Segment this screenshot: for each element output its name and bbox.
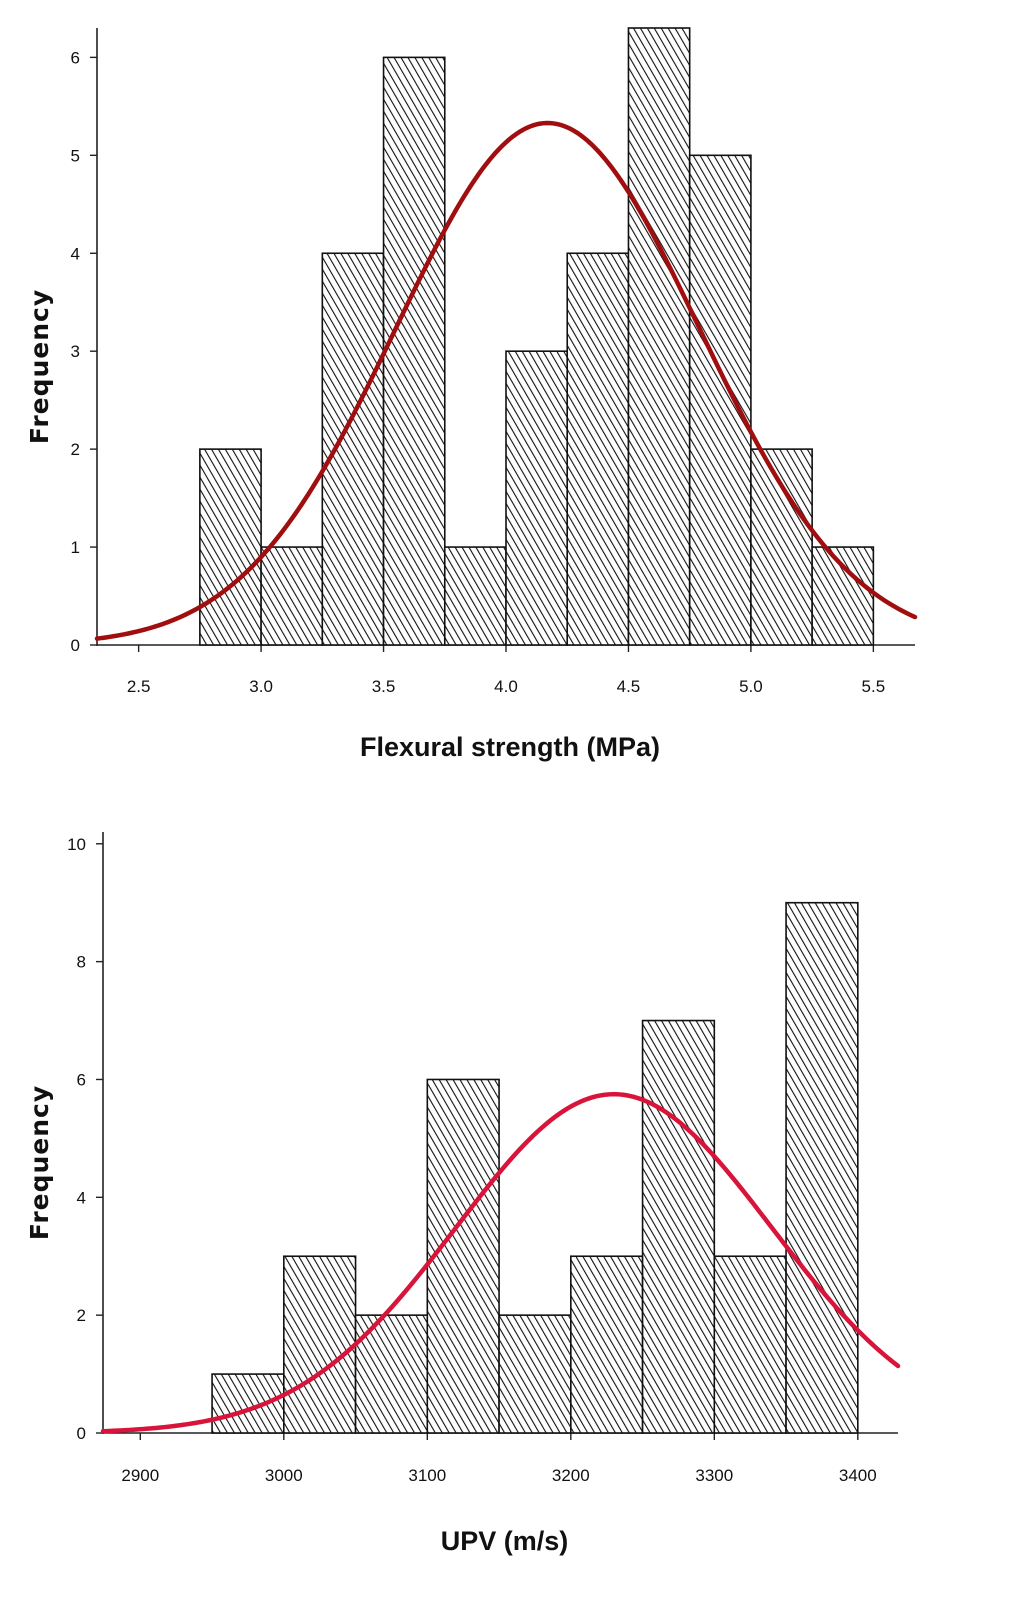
histogram-bar	[321, 252, 385, 646]
upv-histogram: 0 2 4 6 8 10 2900 3000 3100 3200 3300 3400 Frequency…	[25, 832, 901, 1556]
histogram-bar	[443, 546, 507, 646]
x-tick-label: 4.5	[617, 677, 641, 696]
y-tick-label: 1	[71, 538, 80, 557]
y-tick-label: 5	[71, 146, 80, 165]
y-tick-label: 2	[71, 440, 80, 459]
histogram-bar	[283, 1255, 357, 1434]
x-tick-label: 2.5	[127, 677, 151, 696]
flexural-strength-histogram: 0 1 2 3 4 5 6 2.5 3.0 3.5 4.0 4.5 5.0 5.5 Frequency Fle…	[25, 27, 918, 762]
histogram-bar	[750, 448, 813, 646]
x-axis-title: UPV (m/s)	[441, 1526, 569, 1556]
histogram-bar	[199, 448, 262, 646]
histogram-bar	[713, 1255, 787, 1434]
normal-distribution-curve	[100, 1091, 901, 1434]
x-tick-label: 3000	[265, 1466, 303, 1485]
normal-distribution-curve	[94, 120, 918, 641]
y-tick-label: 2	[77, 1306, 86, 1325]
x-tick-label: 5.0	[739, 677, 763, 696]
histogram-bar	[811, 546, 875, 646]
x-tick-label: 3100	[408, 1466, 446, 1485]
y-tick-label: 4	[71, 244, 80, 263]
x-tick-label: 3400	[839, 1466, 877, 1485]
x-tick-label: 3300	[695, 1466, 733, 1485]
y-axis-title: Frequency	[25, 289, 54, 444]
x-tick-label: 2900	[121, 1466, 159, 1485]
histogram-bar	[688, 154, 752, 646]
histogram-bar	[785, 901, 859, 1434]
y-tick-label: 8	[77, 953, 86, 972]
y-tick-label: 0	[71, 636, 80, 655]
histogram-bar	[627, 27, 691, 646]
histogram-bar	[260, 546, 324, 646]
x-tick-label: 3.0	[249, 677, 273, 696]
histogram-bar	[641, 1019, 716, 1434]
y-tick-label: 10	[67, 835, 86, 854]
x-tick-label: 3.5	[372, 677, 396, 696]
x-tick-label: 5.5	[862, 677, 886, 696]
y-tick-label: 6	[71, 48, 80, 67]
y-tick-label: 4	[77, 1188, 86, 1207]
y-tick-label: 0	[77, 1424, 86, 1443]
y-tick-label: 6	[77, 1070, 86, 1089]
histogram-bar	[426, 1078, 500, 1434]
histogram-bar	[382, 56, 446, 646]
y-tick-label: 3	[71, 342, 80, 361]
histogram-bar	[570, 1255, 644, 1434]
histogram-bar	[498, 1314, 572, 1434]
histogram-bar	[211, 1373, 285, 1434]
histogram-bar	[566, 252, 630, 646]
y-axis-title: Frequency	[25, 1085, 54, 1240]
x-axis-title: Flexural strength (MPa)	[360, 732, 660, 762]
x-tick-label: 3200	[552, 1466, 590, 1485]
histogram-bar	[505, 350, 569, 646]
x-tick-label: 4.0	[494, 677, 518, 696]
